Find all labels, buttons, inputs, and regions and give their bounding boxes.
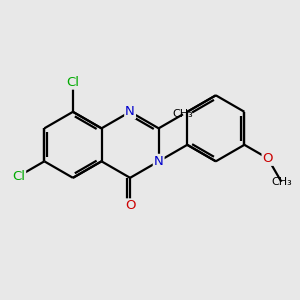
Text: N: N: [125, 105, 135, 118]
Text: O: O: [125, 200, 135, 212]
Text: N: N: [154, 155, 164, 168]
Text: CH₃: CH₃: [172, 109, 193, 119]
Text: Cl: Cl: [12, 170, 25, 183]
Text: Cl: Cl: [66, 76, 80, 88]
Text: O: O: [262, 152, 273, 165]
Text: CH₃: CH₃: [271, 177, 292, 187]
